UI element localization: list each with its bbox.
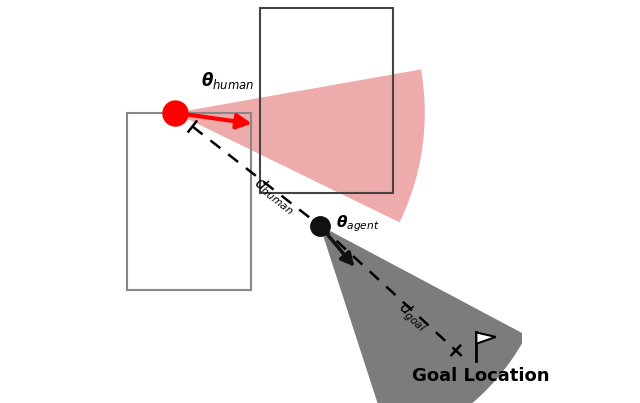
Polygon shape	[320, 226, 526, 403]
Text: $d_{human}$: $d_{human}$	[250, 173, 300, 218]
Bar	[260, 8, 392, 193]
Text: $d_{goal}$: $d_{goal}$	[393, 298, 432, 337]
Polygon shape	[476, 332, 496, 344]
Text: θ$_{human}$: θ$_{human}$	[201, 70, 255, 91]
Text: Goal Location: Goal Location	[412, 367, 550, 385]
Text: θ$_{agent}$: θ$_{agent}$	[336, 213, 380, 234]
Polygon shape	[175, 69, 425, 222]
Polygon shape	[320, 226, 526, 403]
Bar	[127, 113, 252, 290]
